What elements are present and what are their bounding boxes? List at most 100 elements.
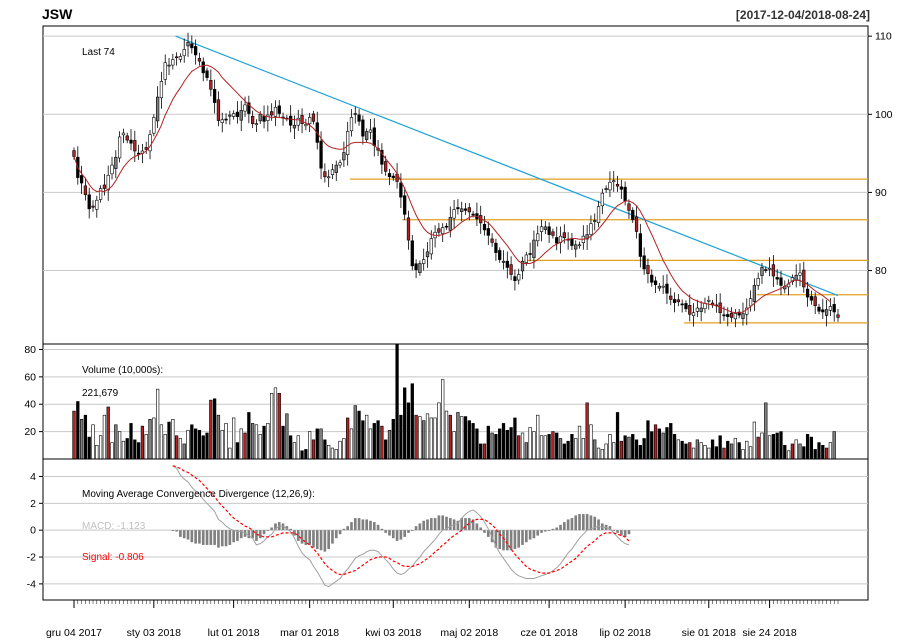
volume-bar bbox=[665, 427, 669, 460]
histogram-bar bbox=[429, 518, 433, 531]
volume-bar bbox=[786, 450, 791, 460]
signal-line bbox=[172, 465, 630, 576]
histogram-bar bbox=[346, 526, 350, 531]
candle-body bbox=[741, 313, 745, 319]
volume-bar bbox=[452, 431, 456, 460]
volume-bar bbox=[722, 447, 726, 460]
histogram-bar bbox=[270, 527, 273, 531]
volume-bar bbox=[308, 431, 312, 460]
candle-body bbox=[555, 237, 559, 244]
histogram-bar bbox=[228, 530, 232, 545]
candle-body bbox=[220, 119, 224, 123]
histogram-bar bbox=[201, 530, 205, 545]
candle-body bbox=[270, 111, 274, 116]
volume-bar bbox=[349, 428, 354, 460]
candle-body bbox=[72, 150, 76, 157]
volume-bar bbox=[619, 440, 623, 460]
candle-body bbox=[197, 58, 202, 62]
volume-bar bbox=[353, 405, 357, 460]
volume-bar bbox=[171, 418, 175, 460]
histogram-bar bbox=[274, 523, 277, 531]
histogram-bar bbox=[361, 519, 365, 531]
candle-body bbox=[498, 250, 502, 260]
candle-body bbox=[224, 118, 228, 121]
histogram-bar bbox=[266, 530, 270, 531]
candle-body bbox=[361, 119, 365, 137]
candle-body bbox=[494, 242, 498, 253]
volume-bar bbox=[98, 435, 103, 460]
histogram-bar bbox=[342, 528, 346, 531]
volume-bar bbox=[680, 440, 684, 460]
candle-body bbox=[429, 238, 433, 255]
volume-bar bbox=[555, 432, 559, 460]
volume-bar bbox=[771, 434, 776, 460]
histogram-bar bbox=[182, 530, 186, 539]
candle-body bbox=[171, 59, 175, 66]
volume-bar bbox=[551, 431, 555, 460]
volume-bar bbox=[501, 423, 506, 460]
volume-bar bbox=[505, 429, 509, 460]
volume-bar bbox=[615, 412, 620, 460]
candle-body bbox=[136, 152, 141, 155]
volume-bar bbox=[243, 432, 247, 460]
candle-body bbox=[619, 186, 623, 190]
candle-body bbox=[406, 217, 411, 241]
volume-bar bbox=[824, 447, 829, 460]
candle-body bbox=[239, 110, 243, 121]
candle-body bbox=[615, 183, 620, 187]
volume-bar bbox=[566, 440, 570, 460]
candle-body bbox=[368, 129, 373, 133]
candle-body bbox=[832, 304, 836, 313]
volume-bar bbox=[300, 450, 304, 460]
histogram-bar bbox=[391, 530, 395, 539]
candle-body bbox=[311, 113, 316, 122]
volume-bar bbox=[262, 425, 266, 460]
volume-bar bbox=[802, 446, 806, 460]
volume-bar bbox=[604, 443, 608, 460]
candle-body bbox=[441, 227, 445, 234]
histogram-bar bbox=[236, 530, 239, 541]
volume-bar bbox=[220, 429, 224, 460]
volume-bar bbox=[334, 449, 338, 460]
histogram-bar bbox=[296, 530, 300, 541]
volume-bar bbox=[209, 399, 213, 460]
histogram-bar bbox=[365, 519, 369, 531]
histogram-bar bbox=[471, 519, 475, 531]
volume-bar bbox=[136, 442, 141, 460]
histogram-bar bbox=[627, 530, 631, 535]
volume-bar bbox=[174, 435, 179, 460]
volume-bar bbox=[387, 429, 392, 460]
candle-body bbox=[262, 116, 266, 122]
histogram-bar bbox=[494, 530, 498, 548]
candle-body bbox=[300, 115, 304, 124]
candle-body bbox=[330, 169, 335, 175]
volume-bar bbox=[399, 414, 403, 460]
volume-bar bbox=[745, 440, 749, 460]
histogram-bar bbox=[540, 530, 543, 533]
histogram-bar bbox=[475, 523, 479, 531]
candle-body bbox=[532, 239, 536, 258]
histogram-bar bbox=[369, 520, 372, 531]
candle-body bbox=[650, 274, 654, 283]
volume-bar bbox=[239, 428, 243, 460]
volume-bar bbox=[748, 446, 753, 460]
volume-bar bbox=[809, 436, 814, 460]
histogram-bar bbox=[194, 530, 197, 544]
volume-bar bbox=[194, 428, 198, 460]
volume-bar bbox=[292, 442, 297, 460]
candle-body bbox=[505, 260, 509, 268]
candle-body bbox=[251, 116, 255, 124]
histogram-bar bbox=[559, 524, 562, 531]
trend-line bbox=[175, 35, 839, 297]
volume-bar bbox=[186, 429, 190, 460]
candle-body bbox=[802, 269, 806, 288]
histogram-bar bbox=[574, 515, 578, 531]
histogram-bar bbox=[612, 530, 616, 531]
candle-body bbox=[471, 213, 475, 216]
volume-bar bbox=[148, 418, 152, 460]
candle-body bbox=[254, 123, 259, 125]
x-tick-label: gru 04 2017 bbox=[46, 627, 102, 639]
volume-bar bbox=[178, 438, 183, 460]
volume-bar bbox=[201, 435, 205, 460]
histogram-bar bbox=[247, 530, 251, 539]
